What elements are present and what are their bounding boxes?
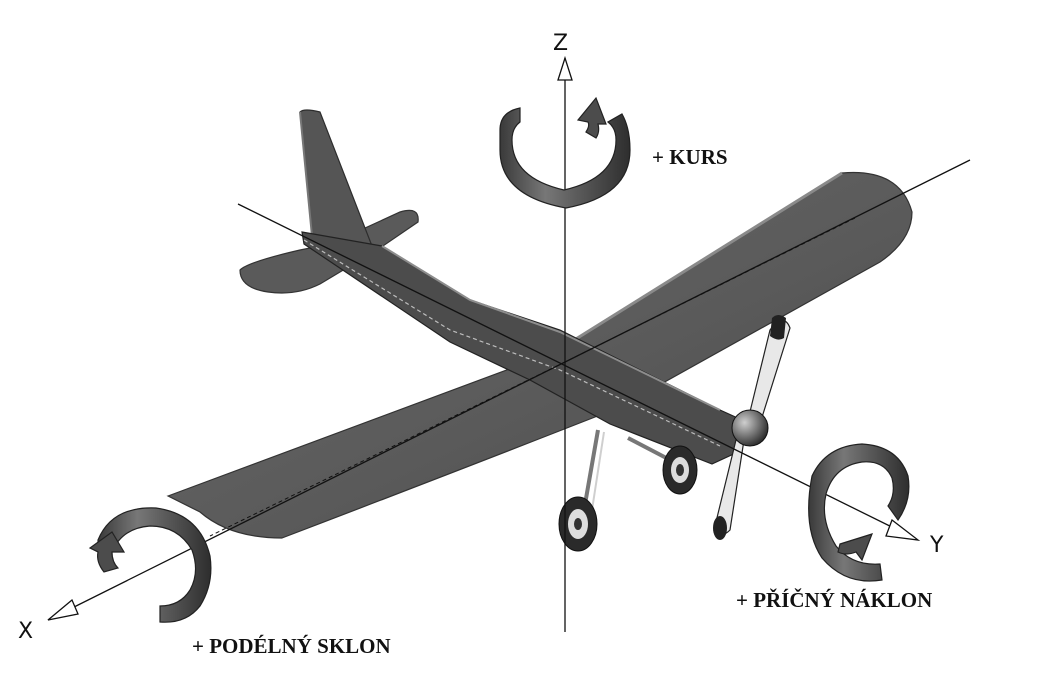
longitudinal-axis-line (237, 203, 911, 537)
z-axis-arrowhead (557, 55, 573, 81)
y-axis-label: Y (929, 533, 944, 558)
main-wing (166, 171, 913, 539)
curved-rotation-arrow-icon (499, 96, 631, 209)
propeller (713, 315, 791, 540)
z-axis-label: Z (553, 31, 568, 56)
y-axis-arrowhead (885, 518, 921, 541)
x-axis-label: X (18, 619, 33, 644)
right-wheel (662, 445, 698, 495)
yaw-label: + KURS (652, 145, 728, 169)
vertical-fin (299, 109, 373, 247)
left-wheel (558, 496, 598, 552)
curved-rotation-arrow-icon (88, 507, 212, 623)
x-axis-arrowhead (47, 598, 79, 621)
airplane-illustration (166, 109, 913, 552)
roll-label: + PŘÍČNÝ NÁKLON (736, 588, 932, 612)
pitch-label: + PODÉLNÝ SKLON (192, 634, 391, 658)
curved-rotation-arrow-icon (808, 443, 910, 582)
